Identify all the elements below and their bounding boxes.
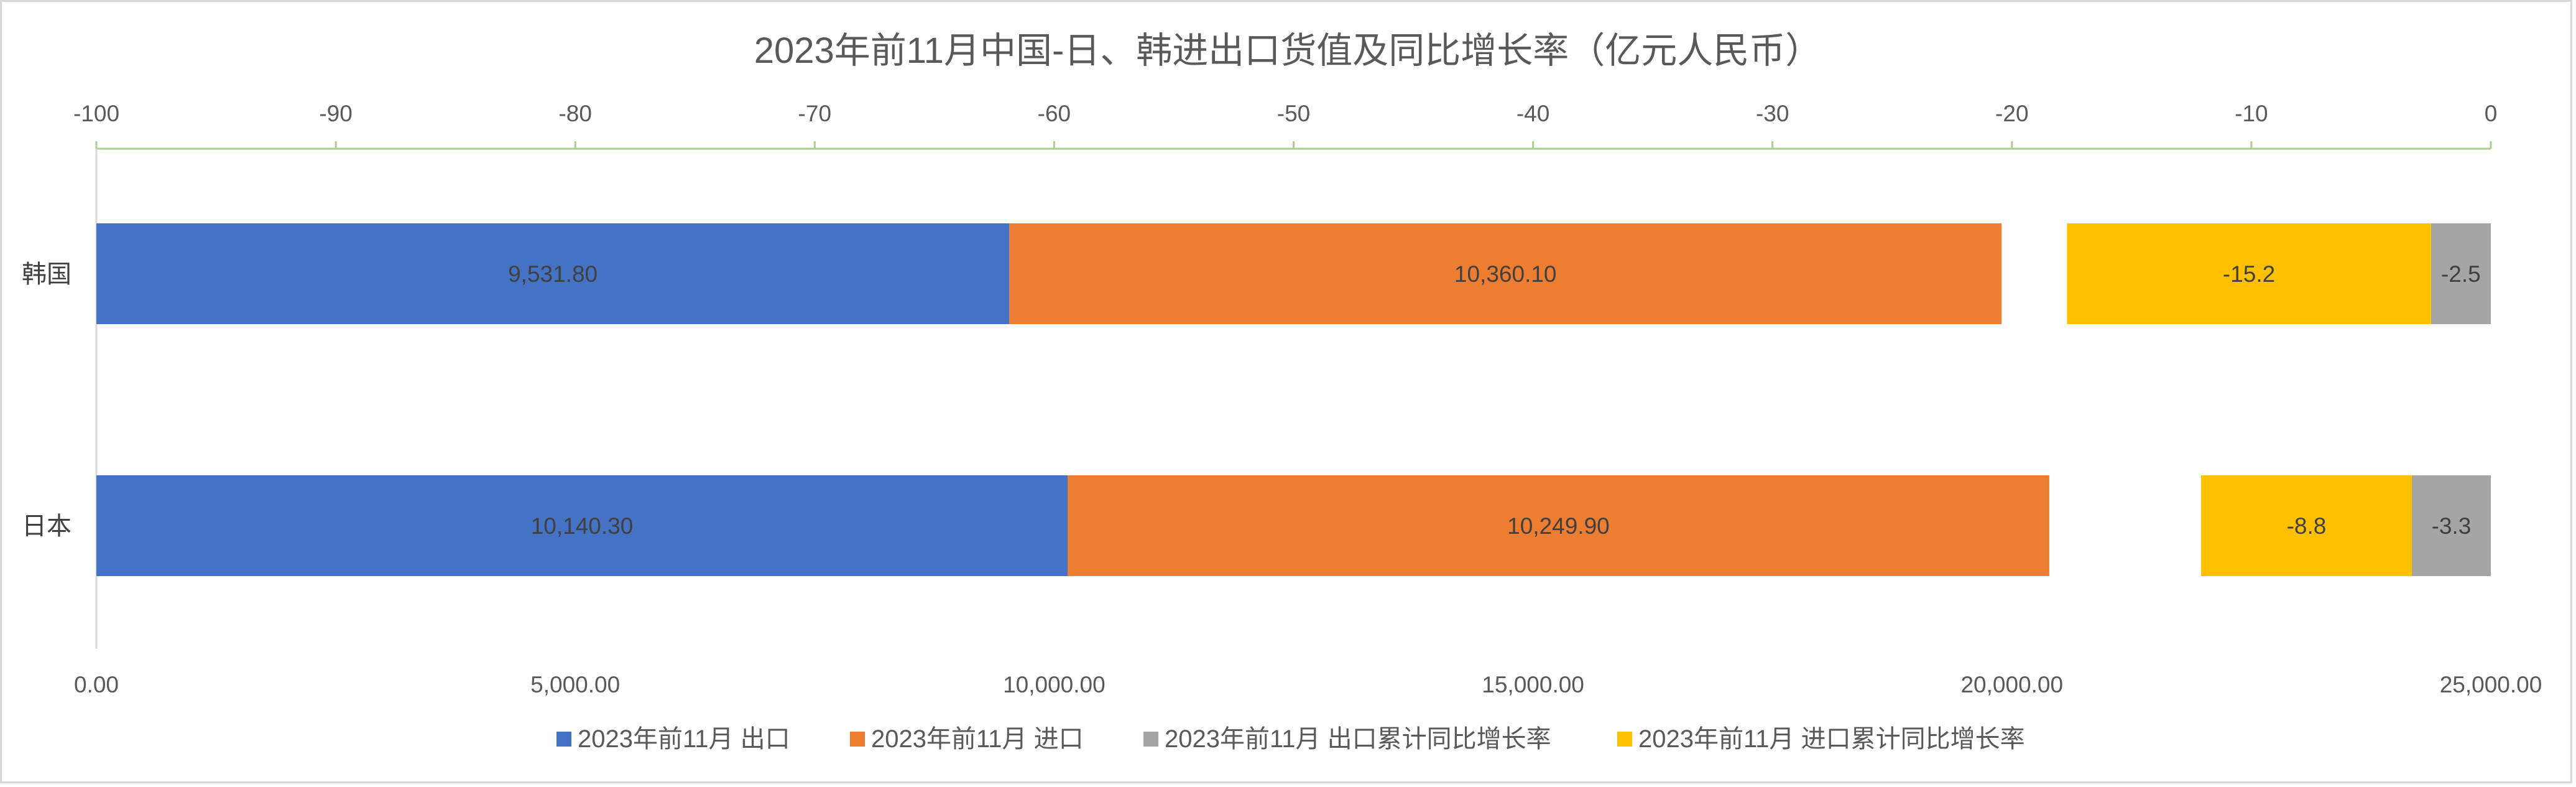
secondary-tick-label: -50	[1277, 101, 1310, 126]
primary-tick-label: 5,000.00	[530, 672, 620, 697]
data-label: -15.2	[2223, 261, 2275, 287]
legend-swatch	[850, 732, 865, 747]
data-label: 9,531.80	[508, 261, 598, 287]
primary-tick-label: 20,000.00	[1960, 672, 2063, 697]
primary-tick-label: 10,000.00	[1003, 672, 1106, 697]
bar-segment	[96, 475, 1068, 576]
legend: 2023年前11月 出口 2023年前11月 进口 2023年前11月 出口累计同比…	[556, 725, 2025, 753]
data-label: -3.3	[2432, 513, 2472, 539]
secondary-tick-label: -30	[1756, 101, 1789, 126]
legend-label: 2023年前11月 进口	[871, 725, 1084, 753]
secondary-tick-label: -90	[319, 101, 352, 126]
legend-swatch	[1143, 732, 1158, 747]
bars	[96, 223, 2491, 576]
primary-axis: 0.00 5,000.00 10,000.00 15,000.00 20,000.00 2…	[74, 149, 2542, 697]
data-label: 10,249.90	[1507, 513, 1610, 539]
bar-segment	[2411, 475, 2491, 576]
chart-title: 2023年前11月中国-日、韩进出口货值及同比增长率（亿元人民币）	[754, 30, 1822, 71]
secondary-tick-label: -100	[73, 101, 119, 126]
data-label: 10,140.30	[531, 513, 634, 539]
category-label: 韩国	[22, 261, 72, 288]
legend-swatch	[1617, 732, 1632, 747]
bar-segment	[96, 223, 1010, 324]
data-labels: 9,531.80 10,360.10 -2.5 -15.2 10,140.30 10,24…	[508, 261, 2481, 539]
data-label: -8.8	[2287, 513, 2327, 539]
legend-label: 2023年前11月 进口累计同比增长率	[1638, 725, 2025, 753]
bar-segment	[2201, 475, 2412, 576]
legend-label: 2023年前11月 出口	[578, 725, 790, 753]
secondary-axis: -100 -90 -80 -70 -60 -50 -40 -30 -20 -10 0	[73, 101, 2498, 150]
secondary-tick-label: -80	[558, 101, 591, 126]
primary-tick-label: 15,000.00	[1482, 672, 1584, 697]
secondary-tick-label: -10	[2235, 101, 2268, 126]
legend-label: 2023年前11月 出口累计同比增长率	[1165, 725, 1551, 753]
bar-segment	[1009, 223, 2002, 324]
bar-segment	[2067, 223, 2431, 324]
primary-tick-label: 25,000.00	[2440, 672, 2542, 697]
data-label: 10,360.10	[1454, 261, 1557, 287]
secondary-tick-label: -70	[798, 101, 831, 126]
secondary-tick-label: -60	[1038, 101, 1071, 126]
bar-segment	[1068, 475, 2049, 576]
secondary-tick-label: 0	[2485, 101, 2498, 126]
legend-swatch	[556, 732, 571, 747]
category-label: 日本	[22, 513, 72, 540]
bar-segment	[2431, 223, 2491, 324]
secondary-tick-label: -20	[1995, 101, 2028, 126]
secondary-tick-label: -40	[1517, 101, 1549, 126]
data-label: -2.5	[2441, 261, 2481, 287]
primary-tick-label: 0.00	[74, 672, 119, 697]
